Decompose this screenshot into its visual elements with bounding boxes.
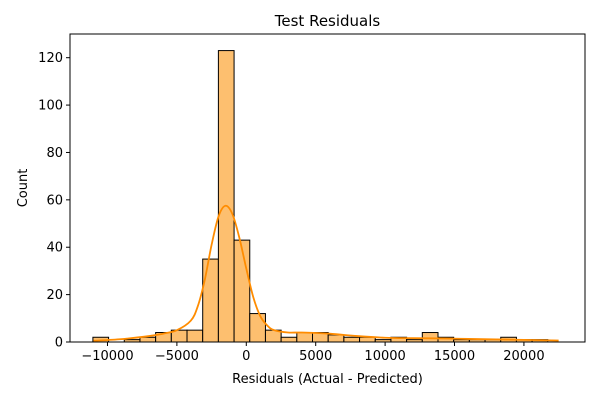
histogram-bar (327, 334, 345, 343)
histogram-bar (202, 258, 219, 343)
x-tick-label: 15000 (434, 349, 475, 364)
x-axis-label: Residuals (Actual - Predicted) (232, 372, 423, 387)
histogram-bar (280, 336, 298, 343)
y-tick-label: 120 (38, 51, 63, 66)
x-axis: −10000 −5000 0 5000 10000 15000 20000 (81, 342, 545, 364)
y-axis-label: Count (16, 169, 31, 208)
histogram-bar (186, 329, 204, 343)
kde-curve (93, 204, 559, 342)
y-tick-label: 100 (38, 99, 63, 114)
x-tick-label: 0 (242, 349, 250, 364)
y-tick-label: 20 (46, 288, 63, 303)
y-tick-label: 80 (46, 146, 63, 161)
x-tick-label: −5000 (155, 349, 199, 364)
x-tick-label: 5000 (299, 349, 332, 364)
plot-area (92, 50, 559, 343)
histogram-bar (296, 332, 314, 343)
histogram-bar (421, 332, 439, 343)
y-tick-label: 40 (46, 241, 63, 256)
histogram-bar (233, 239, 251, 343)
x-tick-label: 20000 (503, 349, 544, 364)
y-tick-label: 60 (46, 193, 63, 208)
chart-title: Test Residuals (274, 12, 381, 30)
histogram-bar (139, 336, 157, 343)
histogram-bar (217, 50, 235, 343)
plot-frame (69, 33, 586, 343)
y-axis: 0 20 40 60 80 100 120 (38, 51, 70, 351)
x-tick-label: −10000 (81, 349, 133, 364)
x-tick-label: 10000 (364, 349, 405, 364)
y-tick-label: 0 (55, 336, 63, 351)
histogram-bar (249, 313, 266, 343)
histogram-bar (343, 336, 361, 343)
